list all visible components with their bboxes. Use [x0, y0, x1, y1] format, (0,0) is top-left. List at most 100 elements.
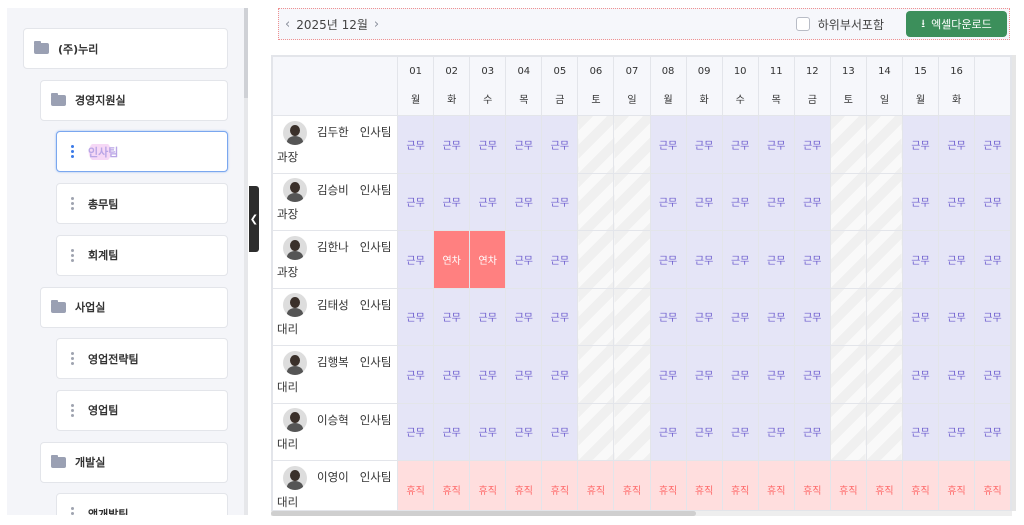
- attendance-cell[interactable]: 연차: [469, 230, 507, 289]
- attendance-cell[interactable]: [865, 230, 903, 289]
- attendance-cell[interactable]: 근무: [649, 230, 687, 289]
- attendance-cell[interactable]: 근무: [433, 402, 471, 461]
- include-subdepartments-checkbox[interactable]: 하위부서포함: [795, 16, 884, 33]
- attendance-cell[interactable]: 근무: [397, 287, 435, 346]
- attendance-cell[interactable]: 근무: [721, 172, 759, 231]
- attendance-cell[interactable]: 근무: [793, 287, 831, 346]
- prev-month-button[interactable]: ‹: [285, 16, 291, 32]
- attendance-cell[interactable]: 근무: [757, 287, 795, 346]
- attendance-cell[interactable]: 근무: [469, 345, 507, 404]
- attendance-cell[interactable]: 휴직: [433, 460, 471, 510]
- attendance-cell[interactable]: [577, 345, 615, 404]
- attendance-cell[interactable]: [577, 115, 615, 174]
- tree-item-0[interactable]: (주)누리: [23, 28, 228, 69]
- attendance-cell[interactable]: 근무: [901, 230, 940, 289]
- attendance-cell[interactable]: 근무: [685, 345, 723, 404]
- attendance-cell[interactable]: 근무: [541, 172, 579, 231]
- attendance-cell[interactable]: 근무: [974, 287, 1011, 346]
- attendance-cell[interactable]: 휴직: [938, 460, 976, 510]
- collapse-sidebar-button[interactable]: ❮: [249, 186, 259, 252]
- attendance-cell[interactable]: 휴직: [757, 460, 795, 510]
- attendance-cell[interactable]: 근무: [505, 230, 543, 289]
- attendance-cell[interactable]: [865, 172, 903, 231]
- attendance-cell[interactable]: 휴직: [901, 460, 940, 510]
- attendance-cell[interactable]: 근무: [721, 402, 759, 461]
- attendance-cell[interactable]: [829, 345, 867, 404]
- attendance-cell[interactable]: [613, 345, 651, 404]
- tree-item-7[interactable]: 영업팀: [56, 389, 228, 431]
- attendance-cell[interactable]: [865, 402, 903, 461]
- sidebar-scrollbar[interactable]: [244, 8, 248, 515]
- attendance-cell[interactable]: [613, 402, 651, 461]
- attendance-cell[interactable]: [829, 287, 867, 346]
- attendance-cell[interactable]: 근무: [433, 172, 471, 231]
- attendance-cell[interactable]: 근무: [721, 230, 759, 289]
- attendance-cell[interactable]: 근무: [793, 345, 831, 404]
- attendance-cell[interactable]: 근무: [901, 345, 940, 404]
- attendance-cell[interactable]: 휴직: [469, 460, 507, 510]
- tree-item-1[interactable]: 경영지원실: [40, 79, 228, 121]
- attendance-cell[interactable]: 근무: [397, 172, 435, 231]
- tree-item-3[interactable]: 총무팀: [56, 183, 228, 225]
- attendance-cell[interactable]: 근무: [505, 402, 543, 461]
- tree-item-2[interactable]: 인사팀: [56, 131, 228, 173]
- drag-handle-icon[interactable]: [71, 197, 74, 211]
- attendance-cell[interactable]: 근무: [901, 287, 940, 346]
- attendance-cell[interactable]: 휴직: [613, 460, 651, 510]
- attendance-cell[interactable]: 근무: [974, 172, 1011, 231]
- attendance-cell[interactable]: [865, 345, 903, 404]
- attendance-cell[interactable]: [865, 287, 903, 346]
- attendance-cell[interactable]: 근무: [938, 172, 976, 231]
- attendance-cell[interactable]: 근무: [938, 230, 976, 289]
- attendance-cell[interactable]: [829, 172, 867, 231]
- attendance-cell[interactable]: 근무: [793, 172, 831, 231]
- attendance-cell[interactable]: 근무: [901, 172, 940, 231]
- tree-item-9[interactable]: 앱개발팀: [56, 493, 228, 515]
- tree-item-5[interactable]: 사업실: [40, 286, 228, 328]
- attendance-cell[interactable]: 휴직: [577, 460, 615, 510]
- attendance-cell[interactable]: 근무: [397, 230, 435, 289]
- attendance-cell[interactable]: 근무: [469, 402, 507, 461]
- attendance-cell[interactable]: 근무: [721, 115, 759, 174]
- attendance-cell[interactable]: 근무: [721, 345, 759, 404]
- attendance-cell[interactable]: 근무: [938, 287, 976, 346]
- drag-handle-icon[interactable]: [71, 248, 74, 262]
- attendance-cell[interactable]: [829, 402, 867, 461]
- attendance-cell[interactable]: 근무: [757, 172, 795, 231]
- tree-item-4[interactable]: 회계팀: [56, 234, 228, 276]
- attendance-cell[interactable]: 근무: [541, 345, 579, 404]
- attendance-cell[interactable]: 근무: [757, 402, 795, 461]
- attendance-cell[interactable]: 근무: [685, 287, 723, 346]
- attendance-cell[interactable]: 근무: [469, 287, 507, 346]
- attendance-cell[interactable]: 근무: [397, 345, 435, 404]
- drag-handle-icon[interactable]: [71, 145, 74, 159]
- attendance-cell[interactable]: [613, 172, 651, 231]
- horizontal-scrollbar[interactable]: [271, 511, 1012, 516]
- attendance-cell[interactable]: 근무: [397, 402, 435, 461]
- tree-item-8[interactable]: 개발실: [40, 441, 228, 483]
- tree-item-6[interactable]: 영업전략팀: [56, 338, 228, 380]
- drag-handle-icon[interactable]: [71, 352, 74, 366]
- attendance-cell[interactable]: 근무: [433, 115, 471, 174]
- attendance-cell[interactable]: 근무: [974, 345, 1011, 404]
- attendance-cell[interactable]: 근무: [685, 115, 723, 174]
- attendance-cell[interactable]: 근무: [685, 402, 723, 461]
- attendance-cell[interactable]: [613, 115, 651, 174]
- attendance-cell[interactable]: 근무: [505, 287, 543, 346]
- attendance-cell[interactable]: 근무: [757, 230, 795, 289]
- attendance-cell[interactable]: 근무: [901, 402, 940, 461]
- next-month-button[interactable]: ›: [373, 16, 380, 32]
- attendance-cell[interactable]: 연차: [433, 230, 471, 289]
- attendance-cell[interactable]: 근무: [938, 345, 976, 404]
- attendance-cell[interactable]: 휴직: [829, 460, 867, 510]
- attendance-cell[interactable]: [577, 287, 615, 346]
- attendance-cell[interactable]: 휴직: [685, 460, 723, 510]
- attendance-cell[interactable]: 근무: [505, 172, 543, 231]
- drag-handle-icon[interactable]: [71, 403, 74, 417]
- attendance-cell[interactable]: 휴직: [397, 460, 435, 510]
- attendance-cell[interactable]: 휴직: [974, 460, 1011, 510]
- attendance-cell[interactable]: 근무: [541, 402, 579, 461]
- attendance-cell[interactable]: 근무: [685, 172, 723, 231]
- attendance-cell[interactable]: 휴직: [649, 460, 687, 510]
- attendance-cell[interactable]: 근무: [541, 230, 579, 289]
